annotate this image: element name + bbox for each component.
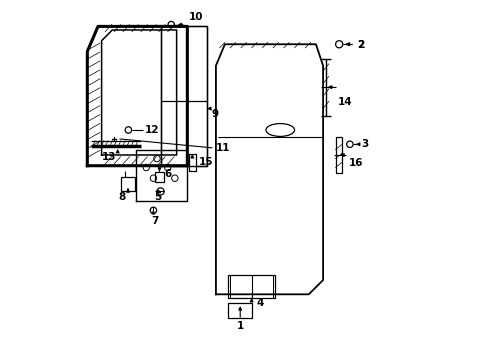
Text: 15: 15 bbox=[198, 157, 213, 167]
Text: 2: 2 bbox=[356, 40, 364, 50]
Text: 8: 8 bbox=[118, 192, 125, 202]
Text: 2: 2 bbox=[356, 40, 364, 50]
Text: 12: 12 bbox=[145, 125, 160, 135]
Bar bbox=[121, 177, 135, 191]
Text: 5: 5 bbox=[154, 192, 162, 202]
Text: 11: 11 bbox=[216, 143, 230, 153]
Text: 9: 9 bbox=[211, 109, 218, 119]
Bar bbox=[335, 137, 341, 173]
Text: 6: 6 bbox=[164, 168, 171, 179]
Text: 16: 16 bbox=[348, 158, 363, 168]
Bar bbox=[228, 275, 274, 298]
Text: 7: 7 bbox=[150, 216, 158, 226]
Bar bbox=[228, 303, 251, 318]
Text: 3: 3 bbox=[361, 139, 368, 149]
Bar bbox=[160, 26, 206, 166]
Text: 1: 1 bbox=[236, 321, 244, 331]
Text: 13: 13 bbox=[102, 152, 116, 162]
Bar bbox=[189, 154, 195, 171]
Text: 10: 10 bbox=[189, 13, 203, 22]
Text: 4: 4 bbox=[256, 298, 264, 308]
Text: 14: 14 bbox=[337, 97, 352, 107]
Bar bbox=[155, 172, 163, 182]
